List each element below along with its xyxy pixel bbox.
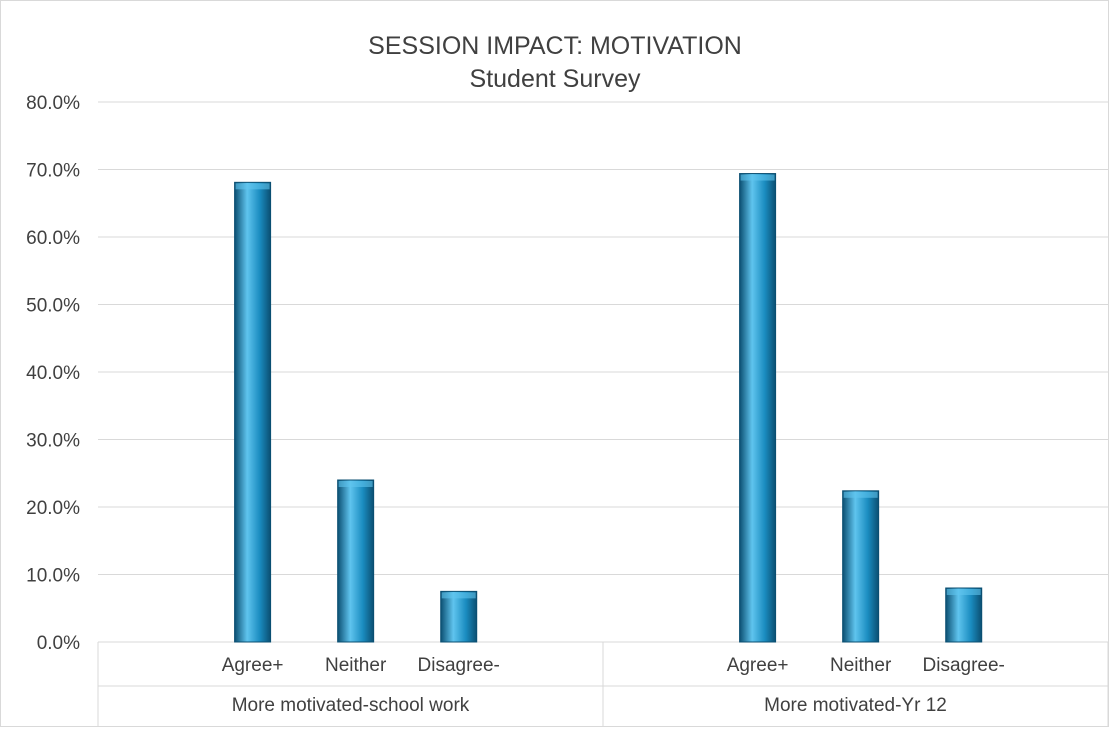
y-tick-label: 50.0% [26,296,80,317]
bar-cap [740,174,775,181]
chart-subtitle: Student Survey [470,65,641,93]
bar-cap [338,481,373,487]
y-tick-label: 40.0% [26,363,80,384]
x-category-label: Agree+ [727,655,789,676]
y-tick-label: 10.0% [26,566,80,587]
y-tick-label: 20.0% [26,498,80,519]
y-tick-label: 60.0% [26,228,80,249]
bar-cap [235,183,270,190]
bar-cap [843,491,878,498]
x-group-label: More motivated-Yr 12 [764,695,947,716]
y-tick-label: 70.0% [26,161,80,182]
bar [945,587,983,643]
x-category-label: Disagree- [418,655,500,676]
bar [440,590,478,643]
y-axis-ticks: 0.0% 10.0% 20.0% 30.0% 40.0% 50.0% 60.0% 70.0% 8… [26,93,80,654]
y-tick-label: 80.0% [26,93,80,114]
bars [234,173,983,643]
x-category-label: Disagree- [923,655,1005,676]
x-category-label: Neither [325,655,387,676]
bar-cap [946,589,981,595]
y-tick-label: 0.0% [37,633,80,654]
x-category-label: Agree+ [222,655,284,676]
bar [739,173,777,643]
bar [337,479,375,643]
bar [234,181,272,643]
bar-cap [441,592,476,599]
x-axis: Agree+ Neither Disagree- More motivated-sch… [97,642,1109,727]
x-category-label: Neither [830,655,892,676]
bar [842,490,880,643]
chart-title: SESSION IMPACT: MOTIVATION [368,32,742,60]
x-group-label: More motivated-school work [232,695,470,716]
y-tick-label: 30.0% [26,431,80,452]
